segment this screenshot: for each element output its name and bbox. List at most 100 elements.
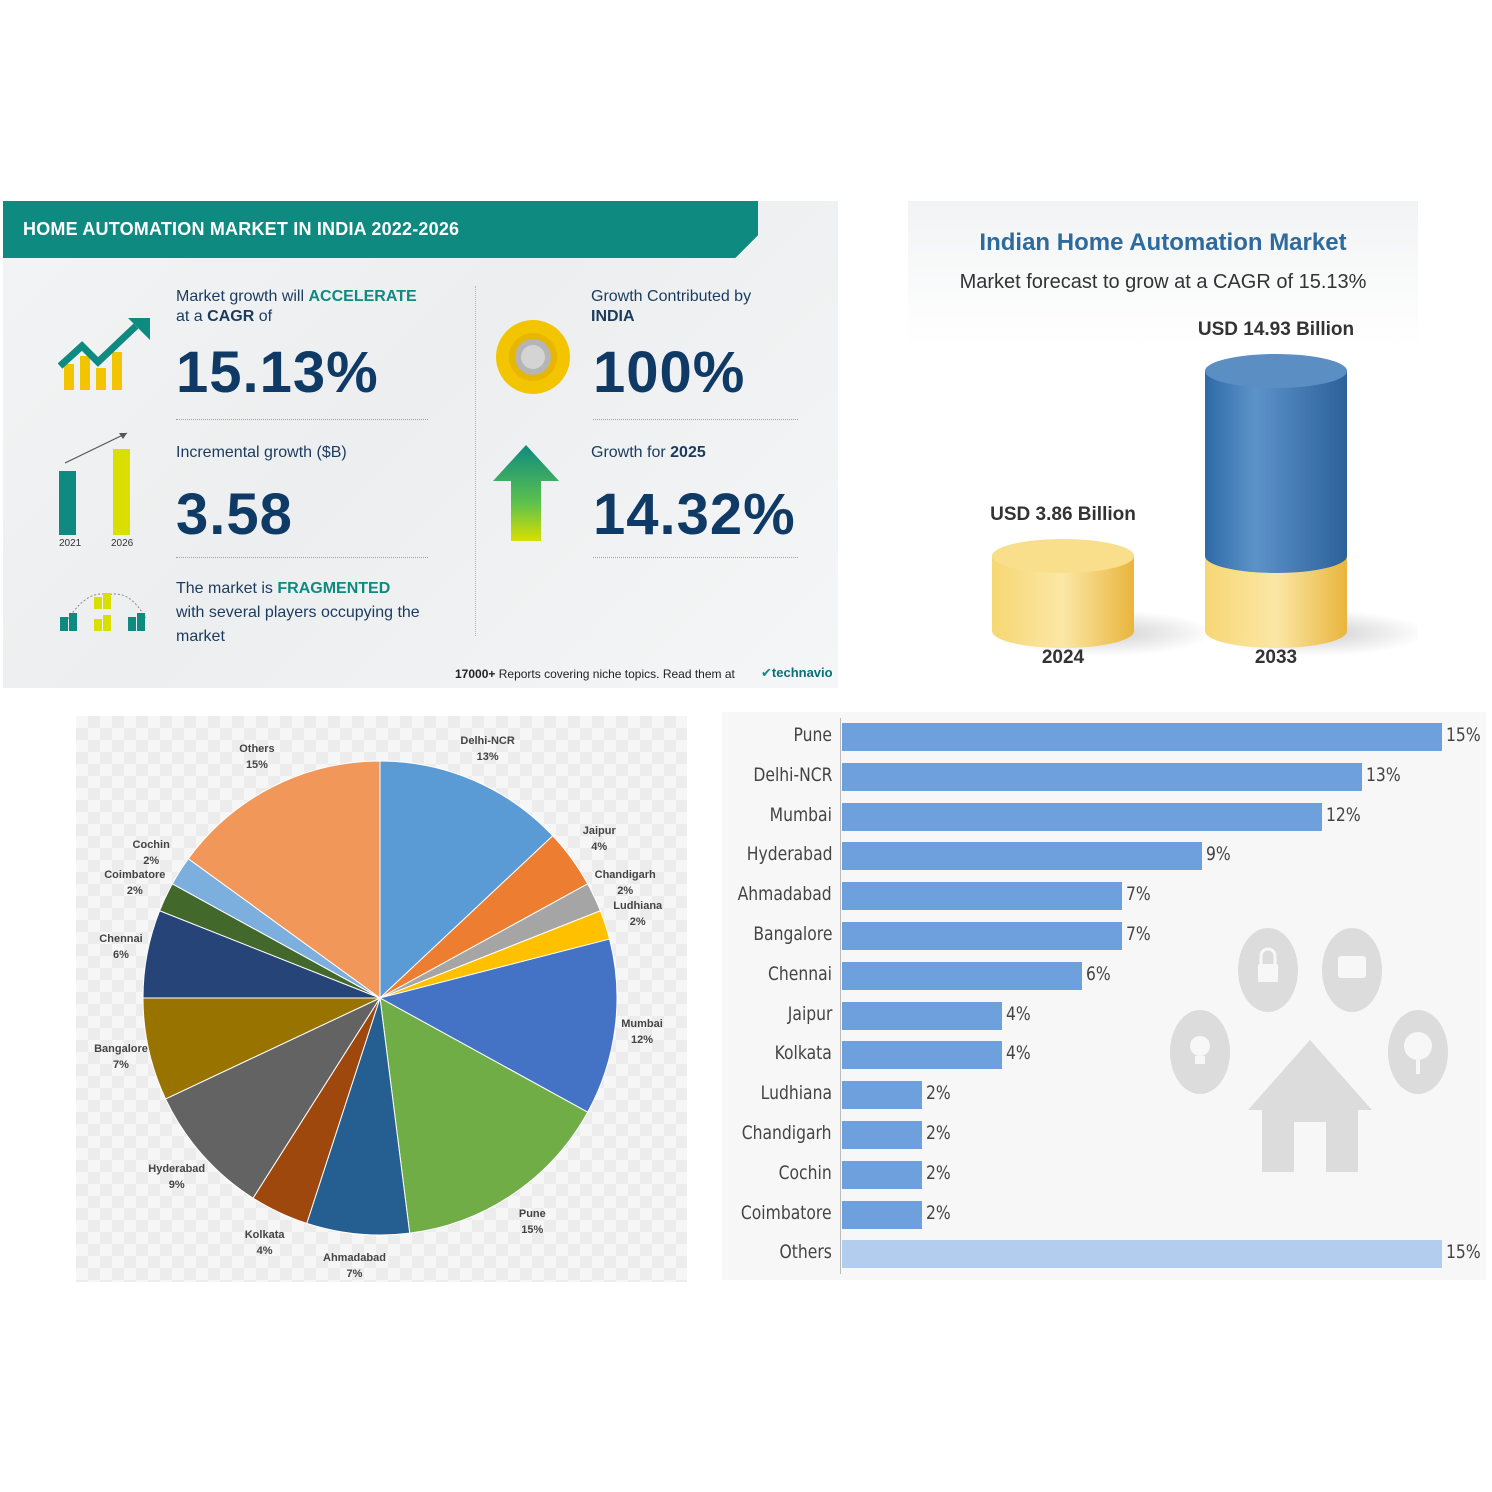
contribution-value: 100% <box>593 340 746 405</box>
cagr-caption-text-2: at a <box>176 308 203 325</box>
pie-label-value: 12% <box>630 1033 654 1046</box>
cylinder-body-2033 <box>1205 371 1347 573</box>
pie-label: Mumbai 12% <box>597 1016 687 1048</box>
technavio-logo-text: technavio <box>771 665 833 680</box>
bar-value-label: 2% <box>926 1201 951 1224</box>
pie-label-name: Delhi-NCR <box>460 735 515 748</box>
bar-category-label: Ahmadabad <box>737 883 832 906</box>
pie-label-value: 2% <box>143 854 160 867</box>
pie-label: Coimbatore 2% <box>90 867 180 899</box>
pie-label: Ludhiana 2% <box>593 898 683 930</box>
pie-label: Delhi-NCR 13% <box>443 733 533 765</box>
bar-category-label: Jaipur <box>787 1002 832 1025</box>
cylinder-chart-panel: Indian Home Automation Market Market for… <box>908 201 1418 688</box>
pie-label-value: 15% <box>245 758 268 771</box>
pie-label-name: Chennai <box>99 933 143 946</box>
pie-label-name: Chandigarh <box>594 868 656 881</box>
pie-label: Chennai 6% <box>76 931 166 963</box>
pie-slice-bangalore <box>142 997 381 1100</box>
bar-category-label: Kolkata <box>774 1042 832 1065</box>
cylinder-top-2033 <box>1205 354 1347 388</box>
fragmented-caption-bold: FRAGMENTED <box>277 580 391 597</box>
pie-label: Bangalore 7% <box>76 1041 166 1073</box>
bar-cochin <box>842 1160 922 1189</box>
pie-label-name: Hyderabad <box>148 1163 206 1176</box>
footer: 17000+ Reports covering niche topics. Re… <box>455 667 735 681</box>
chart-subtitle: Market forecast to grow at a CAGR of 15.… <box>959 271 1367 293</box>
bar-value-label: 6% <box>1086 962 1111 985</box>
footer-count: 17000+ <box>455 667 496 681</box>
pie-label-value: 9% <box>168 1179 185 1192</box>
bar-delhi-ncr <box>842 762 1362 791</box>
bar-bangalore <box>842 922 1122 950</box>
cagr-caption-bold-2: CAGR <box>207 308 255 325</box>
bar-category-label: Mumbai <box>769 803 832 826</box>
fragmented-caption-text: The market is <box>176 580 273 597</box>
fragmented-caption: The market is FRAGMENTED with several pl… <box>176 577 420 649</box>
growth-caption-text: Growth for <box>591 444 666 461</box>
pie-label-name: Jaipur <box>582 824 616 837</box>
bar-category-label: Chandigarh <box>742 1122 832 1144</box>
bar-category-label: Bangalore <box>752 923 832 945</box>
pie-label-name: Mumbai <box>621 1017 663 1030</box>
pie-label-value: 6% <box>113 949 129 962</box>
pie-slice-mumbai <box>378 938 618 1113</box>
title-banner <box>3 201 758 258</box>
up-arrow-icon <box>493 445 559 541</box>
fragmented-caption-text-3: market <box>176 628 225 645</box>
smart-home-icon <box>1170 928 1448 1172</box>
pie-label-name: Pune <box>518 1208 546 1221</box>
bar-value-label: 9% <box>1206 843 1231 866</box>
incremental-caption: Incremental growth ($B) <box>176 444 347 461</box>
bar-year-2021: 2021 <box>59 538 82 549</box>
pie-label-value: 15% <box>521 1224 544 1237</box>
bar-category-label: Chennai <box>768 962 832 985</box>
bar-value-label: 7% <box>1126 923 1151 945</box>
growth-chart-icon <box>58 318 150 390</box>
bar-value-label: 4% <box>1006 1042 1031 1065</box>
chart-title: Indian Home Automation Market <box>979 229 1347 256</box>
bar-others <box>842 1240 1442 1269</box>
pie-label-value: 2% <box>629 916 646 929</box>
pie-label-name: Ahmadabad <box>323 1252 386 1264</box>
bar-value-label: 15% <box>1446 724 1481 746</box>
infographic-title: HOME AUTOMATION MARKET IN INDIA 2022-202… <box>23 219 460 239</box>
cagr-caption-end: of <box>258 308 273 325</box>
pie-label: Chandigarh 2% <box>580 867 670 899</box>
pie-label-value: 7% <box>346 1268 363 1280</box>
cylinder-value-label: USD 14.93 Billion <box>1197 319 1355 340</box>
bar-ahmadabad <box>842 882 1122 911</box>
fragmented-caption-text-2: with several players occupying the <box>176 604 420 621</box>
pie-label-name: Bangalore <box>94 1043 148 1056</box>
pie-label-name: Kolkata <box>244 1229 285 1242</box>
bar-category-label: Others <box>779 1241 832 1264</box>
bar-coimbatore <box>842 1200 922 1229</box>
bar-chennai <box>842 961 1082 990</box>
bar-value-label: 7% <box>1126 883 1151 906</box>
cagr-caption-text: Market growth will <box>176 288 305 305</box>
bar-growth-icon <box>59 432 130 535</box>
cagr-caption: Market growth will ACCELERATE at a CAGR … <box>176 287 417 327</box>
pie-label-value: 13% <box>476 751 499 764</box>
bar-chandigarh <box>842 1121 922 1149</box>
target-icon <box>496 320 570 394</box>
center-divider <box>475 286 476 636</box>
bar-value-label: 2% <box>926 1161 951 1184</box>
bar-category-label: Delhi-NCR <box>752 763 832 786</box>
cylinder-value-label: USD 3.86 Billion <box>990 504 1136 525</box>
divider <box>593 419 798 420</box>
bar-year-2026: 2026 <box>111 538 134 549</box>
bar-value-label: 12% <box>1326 803 1361 826</box>
growth-caption-year: 2025 <box>670 444 706 461</box>
bar-jaipur <box>842 1001 1002 1030</box>
pie-label: Jaipur 4% <box>554 823 644 855</box>
bar-value-label: 15% <box>1446 1241 1481 1264</box>
category-axis <box>840 718 841 1274</box>
cylinder-base-2024 <box>992 556 1134 648</box>
cylinder-base-2033 <box>1205 556 1347 648</box>
bar-value-label: 13% <box>1366 763 1401 786</box>
bar-hyderabad <box>842 842 1202 871</box>
pie-slice-others <box>187 760 381 999</box>
bar-mumbai <box>842 802 1322 831</box>
pie-label-value: 2% <box>126 884 143 897</box>
